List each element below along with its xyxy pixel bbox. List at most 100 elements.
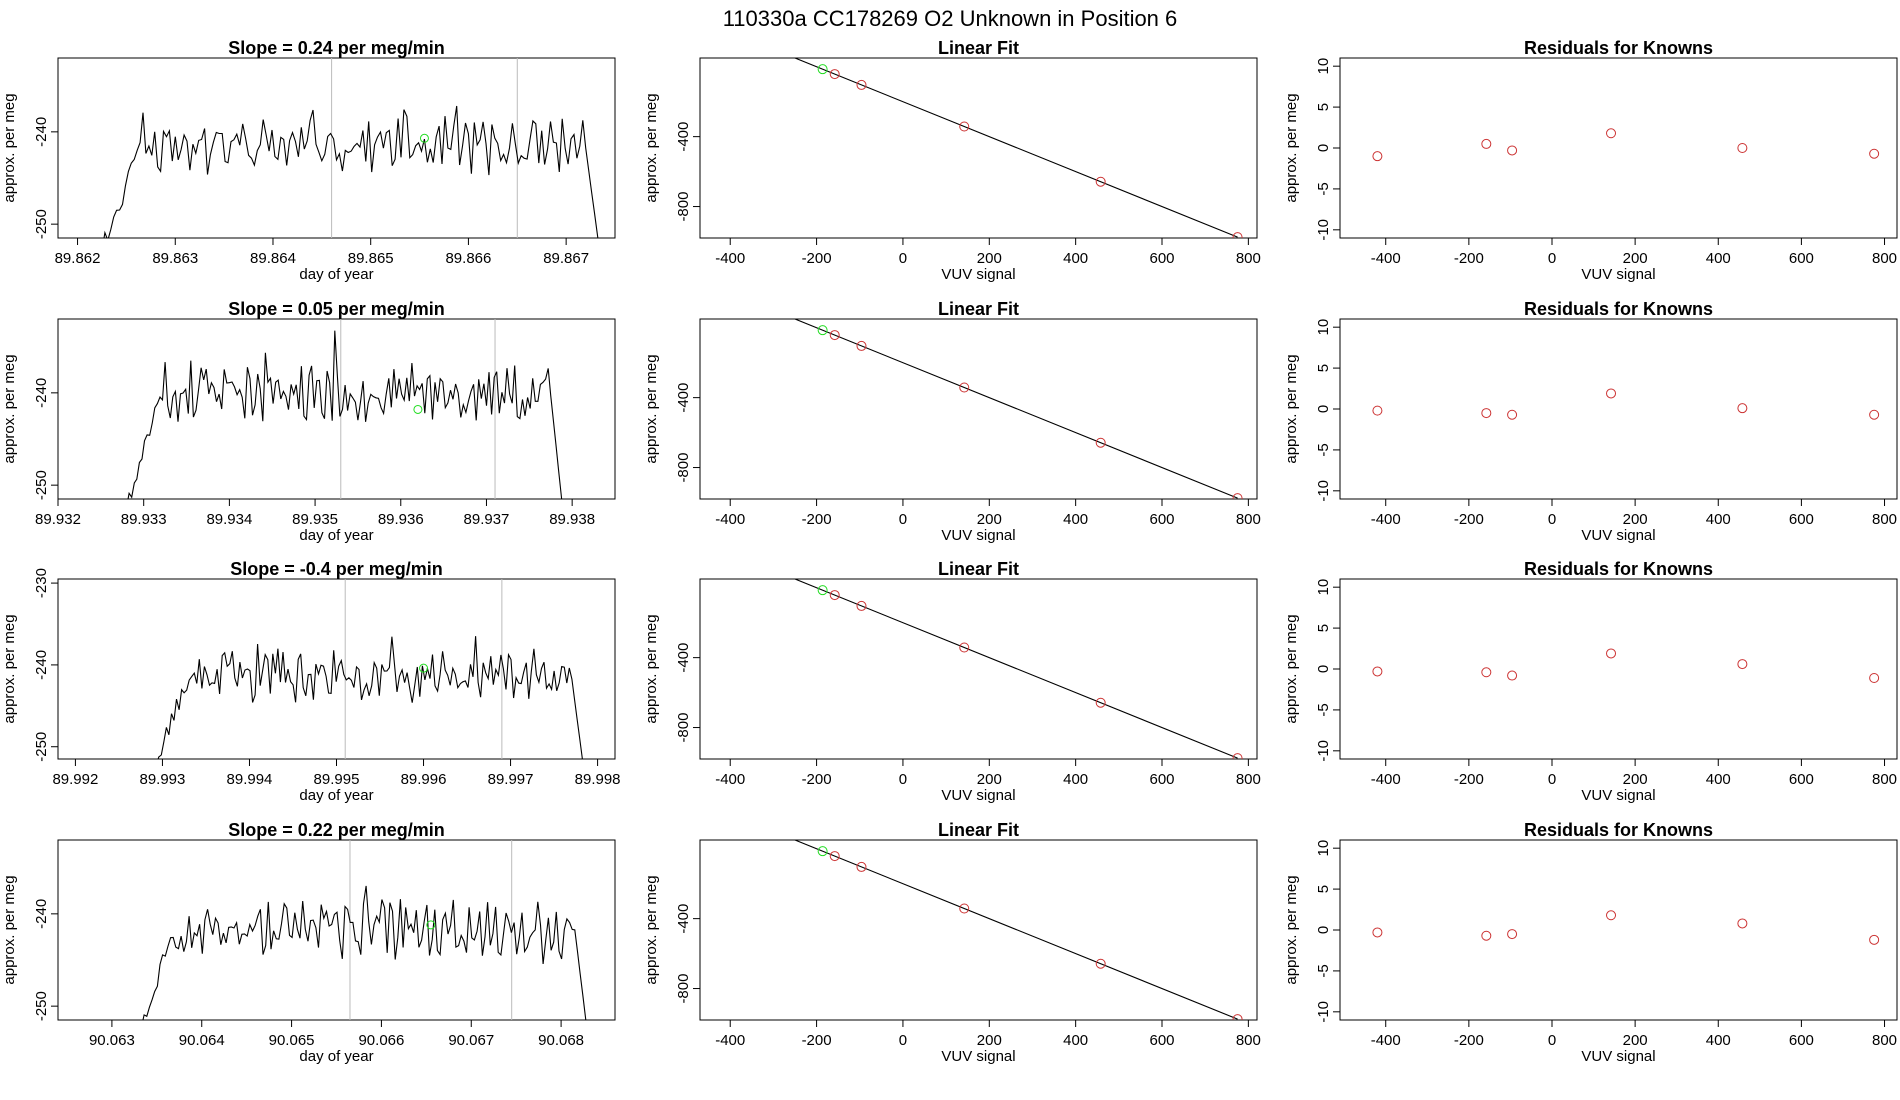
y-axis-label: approx. per meg xyxy=(1283,93,1300,202)
x-tick-label: -200 xyxy=(802,511,832,528)
x-tick-label: -400 xyxy=(715,771,745,788)
x-tick-label: 200 xyxy=(977,511,1002,528)
x-axis-label: day of year xyxy=(299,787,373,804)
data-layer xyxy=(1372,388,1880,420)
fit-line xyxy=(793,319,1238,499)
y-tick-label: -800 xyxy=(675,713,692,743)
known-point xyxy=(1095,958,1106,969)
panel-title: Slope = -0.4 per meg/min xyxy=(230,559,443,579)
known-point xyxy=(829,851,840,862)
x-tick-label: 90.063 xyxy=(89,1032,135,1049)
y-tick-label: 5 xyxy=(1315,885,1332,893)
residual-point xyxy=(1372,405,1383,416)
known-point xyxy=(959,121,970,132)
known-point xyxy=(717,545,726,554)
x-tick-label: 89.934 xyxy=(206,511,252,528)
x-tick-label: 400 xyxy=(1063,511,1088,528)
y-tick-label: -800 xyxy=(675,192,692,222)
y-tick-label: 0 xyxy=(1315,926,1332,934)
plot-frame xyxy=(1339,57,1898,239)
known-point xyxy=(829,69,840,80)
panel-time-series-2: Slope = 0.05 per meg/min 89.932 89.933 89.9… xyxy=(1,299,616,544)
plot-frame xyxy=(57,57,616,239)
plot-frame xyxy=(699,578,1258,760)
x-tick-label: 400 xyxy=(1063,771,1088,788)
y-axis-label: approx. per meg xyxy=(643,93,660,202)
x-axis-label: VUV signal xyxy=(941,266,1015,283)
panel-linear-fit-2: Linear Fit -400 -200 0 200 400 600 800 VUV signa… xyxy=(643,285,1261,544)
panel-time-series-1: Slope = 0.24 per meg/min 89.862 89.863 89.8… xyxy=(1,38,616,283)
known-point xyxy=(1095,697,1106,708)
x-tick-label: -200 xyxy=(1454,1032,1484,1049)
residual-point xyxy=(1481,408,1492,419)
residual-point xyxy=(1737,403,1748,414)
x-tick-label: 89.995 xyxy=(314,771,360,788)
plot-frame xyxy=(57,318,616,500)
figure-title: 110330a CC178269 O2 Unknown in Position … xyxy=(723,6,1178,31)
x-tick-label: -400 xyxy=(1371,250,1401,267)
x-axis-label: VUV signal xyxy=(1581,527,1655,544)
y-axis-label: approx. per meg xyxy=(1283,354,1300,463)
x-tick-label: 89.936 xyxy=(378,511,424,528)
x-tick-label: -200 xyxy=(1454,771,1484,788)
x-tick-label: -200 xyxy=(802,771,832,788)
x-tick-label: 89.998 xyxy=(575,771,621,788)
y-axis-label: approx. per meg xyxy=(643,614,660,723)
y-tick-label: -10 xyxy=(1315,480,1332,502)
x-tick-label: 89.994 xyxy=(227,771,273,788)
residual-point xyxy=(1507,670,1518,681)
data-layer xyxy=(142,840,587,1020)
unknown-point xyxy=(419,133,429,143)
x-axis-label: VUV signal xyxy=(941,1048,1015,1065)
panel-title: Residuals for Knowns xyxy=(1524,559,1713,579)
x-tick-label: 90.067 xyxy=(448,1032,494,1049)
x-tick-label: 800 xyxy=(1236,1032,1261,1049)
x-tick-label: 400 xyxy=(1706,250,1731,267)
data-layer xyxy=(717,545,1243,759)
x-tick-label: 89.993 xyxy=(139,771,185,788)
residual-point xyxy=(1606,910,1617,921)
residual-point xyxy=(1372,151,1383,162)
y-tick-label: -250 xyxy=(33,470,50,500)
known-point xyxy=(959,382,970,393)
residual-point xyxy=(1606,388,1617,399)
x-tick-label: -400 xyxy=(1371,511,1401,528)
x-tick-label: 0 xyxy=(1548,1032,1556,1049)
y-axis-label: approx. per meg xyxy=(1,875,18,984)
data-layer xyxy=(1372,648,1880,683)
y-tick-label: -400 xyxy=(675,383,692,413)
x-tick-label: 89.867 xyxy=(543,250,589,267)
residual-point xyxy=(1606,648,1617,659)
fit-line xyxy=(793,58,1238,238)
data-layer xyxy=(793,58,1243,238)
x-tick-label: 200 xyxy=(1623,511,1648,528)
x-tick-label: 89.935 xyxy=(292,511,338,528)
data-layer xyxy=(157,579,583,759)
x-tick-label: 0 xyxy=(899,511,907,528)
residual-point xyxy=(1869,409,1880,420)
known-point xyxy=(829,330,840,341)
x-tick-label: 800 xyxy=(1872,771,1897,788)
x-tick-label: 89.937 xyxy=(464,511,510,528)
panel-title: Linear Fit xyxy=(938,559,1019,579)
known-point xyxy=(717,285,726,294)
known-point xyxy=(1095,437,1106,448)
plot-frame xyxy=(699,318,1258,500)
known-point xyxy=(1232,1014,1243,1020)
x-tick-label: -400 xyxy=(1371,771,1401,788)
x-tick-label: -200 xyxy=(802,250,832,267)
x-tick-label: 89.933 xyxy=(121,511,167,528)
x-tick-label: 90.064 xyxy=(179,1032,225,1049)
x-tick-label: 800 xyxy=(1236,771,1261,788)
signal-trace xyxy=(142,885,587,1020)
x-tick-label: -400 xyxy=(1371,1032,1401,1049)
y-tick-label: -5 xyxy=(1315,443,1332,456)
plot-frame xyxy=(1339,318,1898,500)
unknown-point xyxy=(817,325,828,336)
x-tick-label: 200 xyxy=(1623,1032,1648,1049)
x-tick-label: 600 xyxy=(1789,1032,1814,1049)
panel-title: Linear Fit xyxy=(938,38,1019,58)
panel-title: Slope = 0.22 per meg/min xyxy=(228,820,445,840)
panel-title: Linear Fit xyxy=(938,299,1019,319)
unknown-point xyxy=(413,404,423,414)
